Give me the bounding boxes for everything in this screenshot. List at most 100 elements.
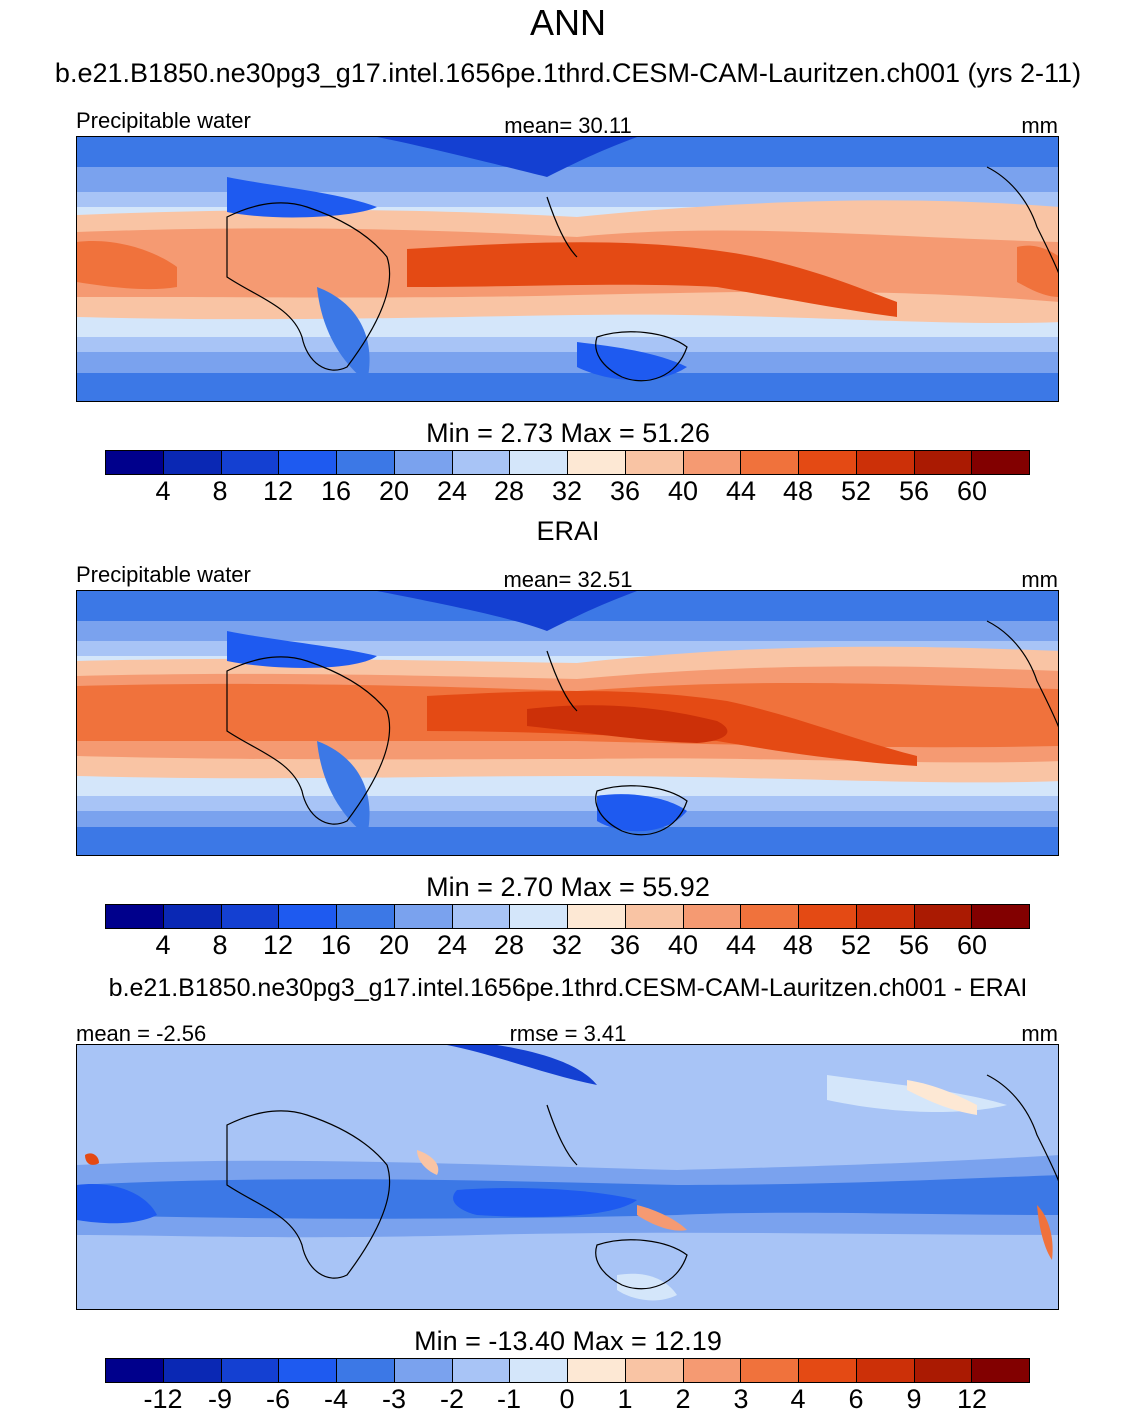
colorbar-swatch (106, 451, 164, 474)
colorbar-swatch (163, 451, 222, 474)
colorbar-tick-label: -6 (265, 1384, 291, 1414)
colorbar-swatch (510, 905, 568, 928)
colorbar-swatch (394, 451, 453, 474)
colorbar-tick-label: 16 (320, 476, 352, 506)
panel2-mean-label: mean= 32.51 (503, 567, 633, 592)
colorbar-swatch (106, 1359, 164, 1382)
colorbar-tick-label: 12 (262, 930, 294, 960)
panel3-colorbar (105, 1358, 1030, 1383)
panel1-variable-label: Precipitable water (76, 108, 251, 133)
colorbar-swatch (683, 451, 742, 474)
colorbar-swatch (337, 1359, 395, 1382)
colorbar-swatch (683, 905, 742, 928)
colorbar-swatch (279, 1359, 337, 1382)
colorbar-swatch (279, 905, 337, 928)
colorbar-tick-label: -12 (143, 1384, 183, 1414)
panel2-units-label: mm (1021, 567, 1058, 592)
colorbar-swatch (799, 905, 857, 928)
colorbar-tick-label: 12 (262, 476, 294, 506)
colorbar-swatch (394, 1359, 453, 1382)
colorbar-tick-label: 2 (675, 1384, 691, 1414)
colorbar-swatch (914, 451, 973, 474)
colorbar-swatch (856, 451, 915, 474)
colorbar-tick-label: 4 (155, 476, 171, 506)
colorbar-tick-label: 60 (956, 476, 988, 506)
colorbar-swatch (741, 1359, 799, 1382)
colorbar-tick-label: 48 (782, 930, 814, 960)
colorbar-swatch (452, 451, 511, 474)
panel1-mean-label: mean= 30.11 (504, 113, 632, 138)
colorbar-tick-label: -3 (381, 1384, 407, 1414)
colorbar-swatch (914, 1359, 973, 1382)
colorbar-tick-label: 4 (155, 930, 171, 960)
colorbar-tick-label: 4 (790, 1384, 806, 1414)
colorbar-swatch (625, 905, 684, 928)
colorbar-tick-label: 24 (436, 476, 468, 506)
panel1-field (77, 137, 1058, 401)
colorbar-swatch (972, 1359, 1029, 1382)
colorbar-tick-label: 8 (212, 930, 228, 960)
colorbar-tick-label: 56 (898, 930, 930, 960)
colorbar-swatch (163, 1359, 222, 1382)
colorbar-tick-label: 36 (609, 476, 641, 506)
panel2-field (77, 591, 1058, 855)
panel2-map (76, 590, 1059, 856)
colorbar-tick-label: 36 (609, 930, 641, 960)
panel1-minmax: Min = 2.73 Max = 51.26 (426, 418, 710, 448)
panel2-colorbar (105, 904, 1030, 929)
panel3-mean-label: mean = -2.56 (76, 1021, 207, 1046)
colorbar-swatch (856, 1359, 915, 1382)
panel1-units-label: mm (1021, 113, 1058, 138)
colorbar-tick-label: 52 (840, 930, 872, 960)
colorbar-swatch (568, 451, 626, 474)
colorbar-swatch (452, 905, 511, 928)
colorbar-swatch (221, 905, 280, 928)
colorbar-swatch (221, 451, 280, 474)
colorbar-tick-label: 48 (782, 476, 814, 506)
colorbar-swatch (856, 905, 915, 928)
colorbar-swatch (337, 905, 395, 928)
colorbar-tick-label: 60 (956, 930, 988, 960)
colorbar-swatch (625, 1359, 684, 1382)
colorbar-tick-label: 28 (493, 476, 525, 506)
colorbar-swatch (741, 905, 799, 928)
colorbar-tick-label: 32 (551, 476, 583, 506)
colorbar-swatch (163, 905, 222, 928)
colorbar-tick-label: 8 (212, 476, 228, 506)
colorbar-tick-label: 20 (378, 476, 410, 506)
panel3-map (76, 1044, 1059, 1310)
diff-title: b.e21.B1850.ne30pg3_g17.intel.1656pe.1th… (108, 974, 1028, 1002)
colorbar-swatch (510, 1359, 568, 1382)
panel3-field (77, 1045, 1058, 1309)
colorbar-tick-label: 44 (725, 476, 757, 506)
panel2-variable-label: Precipitable water (76, 562, 251, 587)
colorbar-tick-label: 24 (436, 930, 468, 960)
colorbar-tick-label: 12 (956, 1384, 988, 1414)
colorbar-tick-label: 28 (493, 930, 525, 960)
colorbar-tick-label: 1 (617, 1384, 633, 1414)
colorbar-swatch (106, 905, 164, 928)
colorbar-tick-label: 56 (898, 476, 930, 506)
colorbar-swatch (510, 451, 568, 474)
colorbar-tick-label: -9 (207, 1384, 233, 1414)
colorbar-tick-label: -2 (439, 1384, 465, 1414)
colorbar-tick-label: 0 (559, 1384, 575, 1414)
colorbar-tick-label: 6 (848, 1384, 864, 1414)
colorbar-tick-label: -4 (323, 1384, 349, 1414)
colorbar-tick-label: 20 (378, 930, 410, 960)
panel3-minmax: Min = -13.40 Max = 12.19 (414, 1326, 722, 1356)
colorbar-tick-label: 40 (667, 930, 699, 960)
colorbar-tick-label: 44 (725, 930, 757, 960)
colorbar-tick-label: 40 (667, 476, 699, 506)
colorbar-swatch (337, 451, 395, 474)
colorbar-swatch (568, 1359, 626, 1382)
panel2-minmax: Min = 2.70 Max = 55.92 (426, 872, 710, 902)
colorbar-tick-label: 16 (320, 930, 352, 960)
colorbar-swatch (568, 905, 626, 928)
colorbar-tick-label: 32 (551, 930, 583, 960)
colorbar-tick-label: 52 (840, 476, 872, 506)
colorbar-swatch (972, 451, 1029, 474)
colorbar-swatch (741, 451, 799, 474)
colorbar-swatch (972, 905, 1029, 928)
colorbar-tick-label: 3 (733, 1384, 749, 1414)
